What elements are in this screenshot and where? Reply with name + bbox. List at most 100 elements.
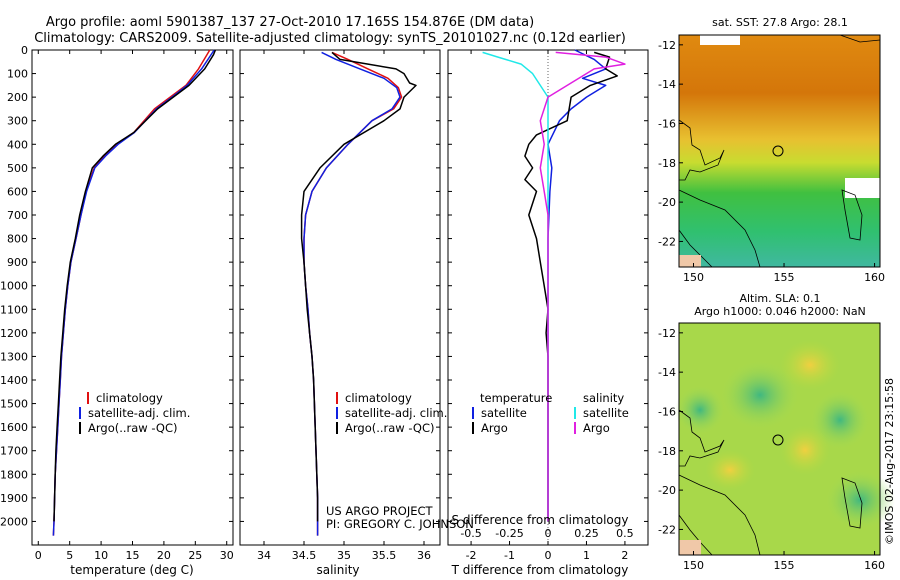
sst-reef-outline — [678, 189, 761, 268]
lat-tick-label: -22 — [658, 523, 676, 536]
s-diff-tick-label: -0.5 — [460, 527, 481, 540]
legend-heading-temperature: temperature — [480, 391, 552, 405]
x-tick-label: 30 — [220, 549, 234, 562]
sst-coastline — [678, 119, 725, 181]
depth-label: 1600 — [0, 421, 28, 434]
lon-tick-label: 160 — [864, 271, 885, 284]
sst-missing-patch — [845, 178, 880, 198]
salinity-panel — [239, 49, 441, 546]
lat-tick-label: -12 — [658, 39, 676, 52]
legend-label-s-argo: Argo — [583, 421, 610, 435]
x-tick-label: -1 — [504, 549, 515, 562]
sla-map — [675, 322, 895, 556]
x-tick-label: 35 — [337, 549, 351, 562]
difference-legend: temperature satellite Argo salinity sate… — [472, 391, 629, 435]
imos-credit: ©IMOS 02-Aug-2017 23:15:58 — [883, 378, 896, 545]
depth-label: 1100 — [0, 303, 28, 316]
lon-tick-label: 150 — [683, 271, 704, 284]
temperature-chart: 0 5 10 15 20 25 30 — [32, 49, 234, 562]
legend-label-argo: Argo(..raw -QC) — [88, 421, 178, 435]
lat-tick-label: -12 — [658, 327, 676, 340]
sla-map-title-1: Altim. SLA: 0.1 — [739, 292, 820, 305]
x-tick-label: 25 — [188, 549, 202, 562]
depth-label: 1400 — [0, 374, 28, 387]
depth-label: 100 — [7, 68, 28, 81]
sst-field — [679, 35, 880, 267]
legend-label-climatology: climatology — [96, 391, 163, 405]
sst-map-title: sat. SST: 27.8 Argo: 28.1 — [712, 16, 848, 29]
lat-tick-label: -16 — [658, 405, 676, 418]
temperature-xlabel: temperature (deg C) — [70, 563, 193, 577]
temperature-panel — [31, 49, 234, 546]
legend-heading-salinity: salinity — [583, 391, 624, 405]
legend-label-satellite: satellite-adj. clim. — [345, 406, 447, 420]
depth-label: 800 — [7, 233, 28, 246]
sla-high-anomaly — [780, 340, 840, 390]
depth-label: 1200 — [0, 327, 28, 340]
depth-label: 1800 — [0, 468, 28, 481]
sla-map-ticks: 150 155 160 -12 -14 -16 -18 -20 -22 — [658, 327, 885, 572]
sst-missing-patch — [700, 35, 740, 45]
depth-label: 1500 — [0, 398, 28, 411]
sst-coastline — [839, 34, 881, 43]
legend-label-t-argo: Argo — [481, 421, 508, 435]
x-tick-label: -2 — [466, 549, 477, 562]
depth-label: 600 — [7, 185, 28, 198]
legend-label-t-satellite: satellite — [481, 406, 527, 420]
sla-land — [679, 540, 701, 555]
depth-label: 500 — [7, 162, 28, 175]
sst-reef-outline — [841, 189, 863, 241]
difference-xlabel: T difference from climatology — [451, 563, 629, 577]
s-diff-tick-label: 0.25 — [574, 527, 599, 540]
x-tick-label: 0 — [545, 549, 552, 562]
sla-coastline — [678, 409, 725, 467]
sst-land — [679, 255, 701, 267]
depth-label: 400 — [7, 138, 28, 151]
depth-label: 200 — [7, 91, 28, 104]
depth-label: 1000 — [0, 280, 28, 293]
legend-label-argo: Argo(..raw -QC) — [345, 421, 435, 435]
sla-reef-outline — [678, 474, 761, 556]
temperature-legend: climatology satellite-adj. clim. Argo(..… — [79, 391, 190, 435]
depth-label: 2000 — [0, 515, 28, 528]
depth-label: 1700 — [0, 445, 28, 458]
lat-tick-label: -20 — [658, 196, 676, 209]
s-diff-tick-label: -0.25 — [495, 527, 523, 540]
lon-tick-label: 160 — [864, 559, 885, 572]
lat-tick-label: -14 — [658, 78, 676, 91]
series-line-t-argo — [524, 51, 618, 522]
s-diff-tick-label: 0.5 — [616, 527, 634, 540]
depth-axis-labels: 0 100 200 300 400 500 600 700 800 900 1000 1100 1200… — [0, 44, 28, 528]
x-tick-label: 34.5 — [292, 549, 317, 562]
depth-label: 1300 — [0, 350, 28, 363]
sla-high-anomaly — [705, 450, 755, 490]
sla-low-anomaly — [675, 385, 725, 435]
series-line-argo-raw-qc — [53, 49, 217, 522]
sla-high-anomaly — [780, 425, 830, 475]
salinity-legend: climatology satellite-adj. clim. Argo(..… — [336, 391, 447, 435]
lat-tick-label: -16 — [658, 117, 676, 130]
lat-tick-label: -22 — [658, 235, 676, 248]
legend-label-climatology: climatology — [345, 391, 412, 405]
sla-reef-outline — [841, 477, 863, 529]
depth-label: 900 — [7, 256, 28, 269]
argo-location-marker — [772, 145, 784, 157]
legend-label-s-satellite: satellite — [583, 406, 629, 420]
depth-label: 1900 — [0, 492, 28, 505]
lat-tick-label: -20 — [658, 484, 676, 497]
sla-low-anomaly — [720, 360, 800, 430]
sst-map-frame — [678, 34, 881, 268]
lon-tick-label: 150 — [683, 559, 704, 572]
x-tick-label: 35.5 — [372, 549, 397, 562]
sst-map-ticks: 150 155 160 -12 -14 -16 -18 -20 -22 — [658, 39, 885, 284]
x-tick-label: 20 — [157, 549, 171, 562]
difference-chart: -2 -1 0 1 2-0.5 -0.25 0 0.25 0.5 — [448, 49, 648, 562]
depth-label: 300 — [7, 115, 28, 128]
lat-tick-label: -18 — [658, 445, 676, 458]
sst-map — [678, 34, 881, 268]
x-tick-label: 34 — [257, 549, 271, 562]
x-tick-label: 36 — [417, 549, 431, 562]
depth-label: 700 — [7, 209, 28, 222]
depth-label: 0 — [21, 44, 28, 57]
